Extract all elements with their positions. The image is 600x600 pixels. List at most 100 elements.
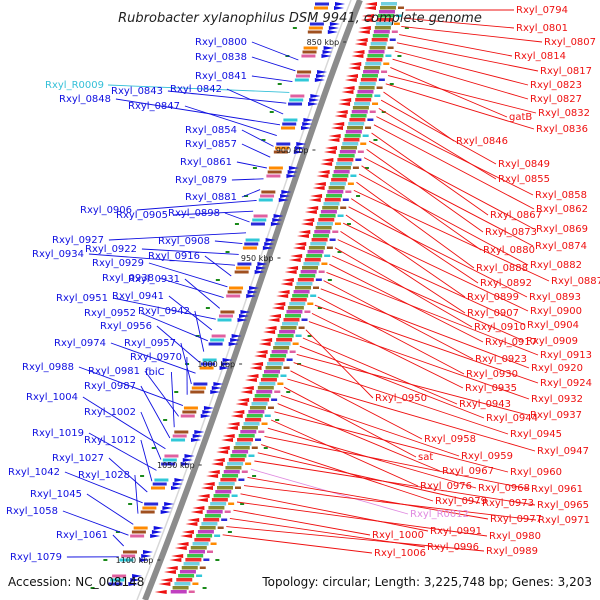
right-gene-label[interactable]: Rxyl_0917 [485, 337, 537, 348]
right-gene-label[interactable]: Rxyl_0814 [514, 51, 566, 62]
left-gene-label[interactable]: Rxyl_0905 [116, 210, 168, 221]
right-gene-label[interactable]: Rxyl_0874 [535, 241, 587, 252]
left-gene-label[interactable]: Rxyl_0800 [195, 37, 247, 48]
left-gene-label[interactable]: Rxyl_0956 [100, 321, 152, 332]
right-gene-label[interactable]: Rxyl_0991 [430, 526, 482, 537]
left-gene-label[interactable]: Rxyl_R0009 [45, 80, 104, 91]
left-gene-label[interactable]: Rxyl_0857 [185, 139, 237, 150]
right-gene-label[interactable]: Rxyl_0959 [461, 451, 513, 462]
right-gene-label[interactable]: Rxyl_0965 [537, 500, 589, 511]
left-gene-label[interactable]: Rxyl_0974 [54, 338, 106, 349]
left-gene-label[interactable]: Rxyl_0929 [92, 258, 144, 269]
right-gene-label[interactable]: Rxyl_0947 [537, 446, 589, 457]
right-gene-label[interactable]: Rxyl_0943 [459, 399, 511, 410]
left-gene-label[interactable]: Rxyl_0970 [130, 352, 182, 363]
right-gene-label[interactable]: Rxyl_0977 [490, 514, 542, 525]
left-gene-label[interactable]: Rxyl_1019 [32, 428, 84, 439]
right-gene-label[interactable]: Rxyl_0869 [536, 224, 588, 235]
right-gene-label[interactable]: Rxyl_0867 [490, 210, 542, 221]
left-gene-label[interactable]: Rxyl_1027 [52, 453, 104, 464]
right-gene-label[interactable]: Rxyl_0849 [498, 159, 550, 170]
right-gene-label[interactable]: Rxyl_0899 [467, 292, 519, 303]
right-gene-label[interactable]: Rxyl_0858 [535, 190, 587, 201]
left-gene-label[interactable]: Rxyl_0951 [56, 293, 108, 304]
right-gene-label[interactable]: Rxyl_0900 [530, 306, 582, 317]
right-gene-label[interactable]: Rxyl_1006 [374, 548, 426, 559]
right-gene-label[interactable]: Rxyl_0882 [530, 260, 582, 271]
right-gene-label[interactable]: Rxyl_0862 [536, 204, 588, 215]
left-gene-label[interactable]: Rxyl_1028 [78, 470, 130, 481]
right-gene-label[interactable]: Rxyl_0967 [442, 466, 494, 477]
right-gene-label[interactable]: Rxyl_0801 [516, 23, 568, 34]
right-gene-label[interactable]: Rxyl_0932 [531, 394, 583, 405]
right-gene-label[interactable]: Rxyl_0817 [540, 66, 592, 77]
left-gene-label[interactable]: Rxyl_0847 [128, 101, 180, 112]
left-gene-label[interactable]: Rxyl_1061 [56, 530, 108, 541]
left-gene-label[interactable]: Rxyl_1042 [8, 467, 60, 478]
right-gene-label[interactable]: Rxyl_0930 [466, 369, 518, 380]
right-gene-label[interactable]: Rxyl_0996 [427, 542, 479, 553]
left-gene-label[interactable]: Rxyl_1045 [30, 489, 82, 500]
right-gene-label[interactable]: Rxyl_0846 [456, 136, 508, 147]
right-gene-label[interactable]: Rxyl_0976 [420, 481, 472, 492]
right-gene-label[interactable]: Rxyl_0958 [424, 434, 476, 445]
left-gene-label[interactable]: Rxyl_0941 [112, 291, 164, 302]
left-gene-label[interactable]: Rxyl_0922 [85, 244, 137, 255]
right-gene-label[interactable]: Rxyl_0832 [538, 108, 590, 119]
right-gene-label[interactable]: Rxyl_0904 [527, 320, 579, 331]
left-gene-label[interactable]: Rxyl_1004 [26, 392, 78, 403]
left-gene-label[interactable]: Rxyl_0942 [138, 306, 190, 317]
left-gene-label[interactable]: Rxyl_0931 [128, 274, 180, 285]
right-gene-label[interactable]: Rxyl_0794 [516, 5, 568, 16]
right-gene-label[interactable]: Rxyl_0827 [530, 94, 582, 105]
left-gene-label[interactable]: Rxyl_0927 [52, 235, 104, 246]
left-gene-label[interactable]: Rxyl_0838 [195, 52, 247, 63]
right-gene-label[interactable]: Rxyl_0823 [530, 80, 582, 91]
left-gene-label[interactable]: Rxyl_0879 [175, 175, 227, 186]
left-gene-label[interactable]: fbiC [145, 367, 165, 378]
right-gene-label[interactable]: Rxyl_0973 [482, 498, 534, 509]
left-gene-label[interactable]: Rxyl_0854 [185, 125, 237, 136]
right-gene-label[interactable]: Rxyl_R0012 [410, 509, 469, 520]
right-gene-label[interactable]: Rxyl_0944 [486, 413, 538, 424]
right-gene-label[interactable]: Rxyl_0888 [476, 263, 528, 274]
right-gene-label[interactable]: Rxyl_0971 [538, 515, 590, 526]
right-gene-label[interactable]: Rxyl_1000 [372, 530, 424, 541]
right-gene-label[interactable]: sat [418, 452, 433, 463]
left-gene-label[interactable]: Rxyl_0848 [59, 94, 111, 105]
left-gene-label[interactable]: Rxyl_0898 [168, 208, 220, 219]
right-gene-label[interactable]: Rxyl_0960 [510, 467, 562, 478]
right-gene-label[interactable]: Rxyl_0910 [474, 322, 526, 333]
right-gene-label[interactable]: gatB [509, 112, 532, 123]
right-gene-label[interactable]: Rxyl_0909 [526, 336, 578, 347]
right-gene-label[interactable]: Rxyl_0836 [536, 124, 588, 135]
left-gene-label[interactable]: Rxyl_0957 [124, 338, 176, 349]
right-gene-label[interactable]: Rxyl_0935 [465, 383, 517, 394]
left-gene-label[interactable]: Rxyl_0841 [195, 71, 247, 82]
left-gene-label[interactable]: Rxyl_0881 [185, 192, 237, 203]
right-gene-label[interactable]: Rxyl_0873 [485, 227, 537, 238]
left-gene-label[interactable]: Rxyl_1079 [10, 552, 62, 563]
right-gene-label[interactable]: Rxyl_0907 [467, 308, 519, 319]
left-gene-label[interactable]: Rxyl_0842 [170, 84, 222, 95]
right-gene-label[interactable]: Rxyl_0923 [475, 354, 527, 365]
left-gene-label[interactable]: Rxyl_0843 [111, 86, 163, 97]
right-gene-label[interactable]: Rxyl_0920 [531, 363, 583, 374]
right-gene-label[interactable]: Rxyl_0892 [480, 278, 532, 289]
left-gene-label[interactable]: Rxyl_1058 [6, 506, 58, 517]
left-gene-label[interactable]: Rxyl_0861 [180, 157, 232, 168]
right-gene-label[interactable]: Rxyl_0950 [375, 393, 427, 404]
right-gene-label[interactable]: Rxyl_0913 [540, 350, 592, 361]
left-gene-label[interactable]: Rxyl_0916 [148, 251, 200, 262]
right-gene-label[interactable]: Rxyl_0945 [510, 429, 562, 440]
right-gene-label[interactable]: Rxyl_0924 [540, 378, 592, 389]
right-gene-label[interactable]: Rxyl_0880 [483, 245, 535, 256]
right-gene-label[interactable]: Rxyl_0937 [530, 410, 582, 421]
left-gene-label[interactable]: Rxyl_0908 [158, 236, 210, 247]
right-gene-label[interactable]: Rxyl_0980 [489, 531, 541, 542]
left-gene-label[interactable]: Rxyl_0906 [80, 205, 132, 216]
right-gene-label[interactable]: Rxyl_0989 [486, 546, 538, 557]
right-gene-label[interactable]: Rxyl_0961 [531, 484, 583, 495]
left-gene-label[interactable]: Rxyl_0987 [84, 381, 136, 392]
left-gene-label[interactable]: Rxyl_0988 [22, 362, 74, 373]
